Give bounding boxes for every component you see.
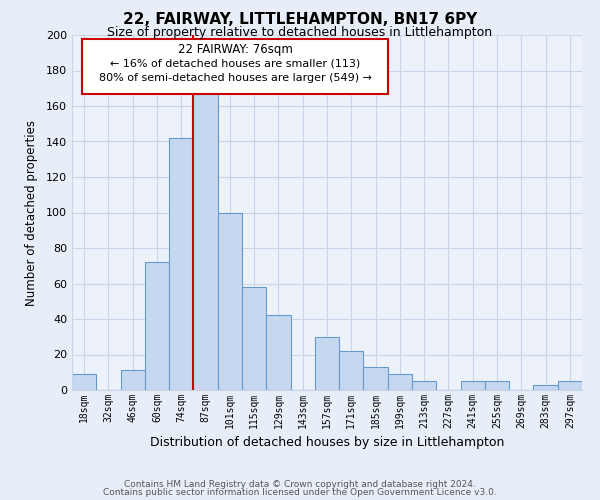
Text: 22, FAIRWAY, LITTLEHAMPTON, BN17 6PY: 22, FAIRWAY, LITTLEHAMPTON, BN17 6PY (123, 12, 477, 28)
Bar (266, 316, 290, 390)
Bar (193, 92, 218, 390)
Bar (169, 138, 193, 390)
Y-axis label: Number of detached properties: Number of detached properties (25, 120, 38, 306)
Text: Contains HM Land Registry data © Crown copyright and database right 2024.: Contains HM Land Registry data © Crown c… (124, 480, 476, 489)
Bar (364, 367, 388, 390)
Bar (121, 370, 145, 390)
Text: ← 16% of detached houses are smaller (113): ← 16% of detached houses are smaller (11… (110, 58, 361, 68)
Bar (218, 212, 242, 390)
Bar (242, 287, 266, 390)
Text: 22 FAIRWAY: 76sqm: 22 FAIRWAY: 76sqm (178, 43, 293, 56)
Bar (388, 374, 412, 390)
Text: Contains public sector information licensed under the Open Government Licence v3: Contains public sector information licen… (103, 488, 497, 497)
X-axis label: Distribution of detached houses by size in Littlehampton: Distribution of detached houses by size … (150, 436, 504, 450)
Bar (315, 337, 339, 390)
Bar (412, 381, 436, 390)
Bar (145, 262, 169, 390)
Bar (485, 381, 509, 390)
Bar (339, 351, 364, 390)
Bar (72, 374, 96, 390)
Bar (558, 381, 582, 390)
Bar (533, 384, 558, 390)
Text: Size of property relative to detached houses in Littlehampton: Size of property relative to detached ho… (107, 26, 493, 39)
FancyBboxPatch shape (82, 38, 388, 94)
Bar (461, 381, 485, 390)
Text: 80% of semi-detached houses are larger (549) →: 80% of semi-detached houses are larger (… (99, 73, 372, 83)
